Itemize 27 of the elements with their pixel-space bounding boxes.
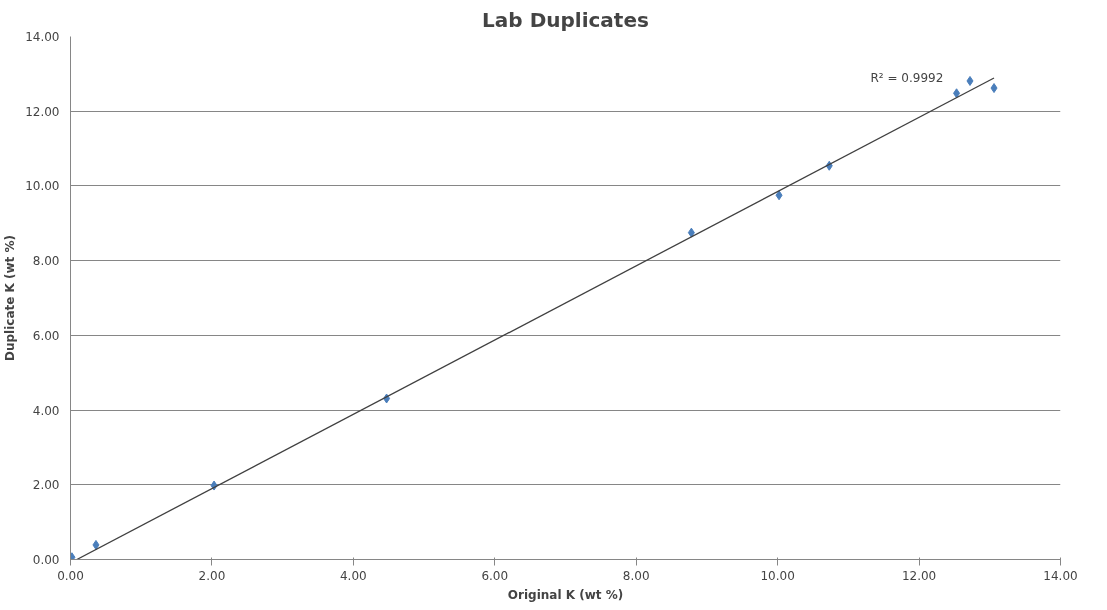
y-axis-title: Duplicate K (wt %) (3, 234, 18, 362)
x-tick-label: 6.00 (481, 568, 509, 583)
x-tick-label: 10.00 (760, 568, 795, 583)
y-tick-label: 12.00 (25, 104, 60, 119)
y-tick-label: 8.00 (32, 254, 60, 269)
chart-title: Lab Duplicates (482, 7, 649, 32)
x-tick-label: 14.00 (1043, 568, 1078, 583)
point (92, 539, 100, 550)
y-tick-label: 2.00 (32, 478, 60, 493)
y-tick-label: 4.00 (32, 403, 60, 418)
x-axis-title: Original K (wt %) (507, 587, 624, 602)
y-tick-label: 10.00 (25, 179, 60, 194)
x-tick-label: 12.00 (901, 568, 937, 583)
point (70, 552, 76, 560)
y-tick-label: 14.00 (25, 30, 60, 44)
x-tick-label: 2.00 (198, 568, 226, 583)
x-tick-label: 4.00 (340, 568, 367, 583)
point (990, 83, 998, 94)
x-tick-label: 0.00 (57, 568, 84, 583)
point (966, 75, 974, 86)
y-tick-label: 6.00 (32, 328, 60, 343)
x-tick-label: 8.00 (622, 568, 650, 583)
annotation: R² = 0.9992 (870, 70, 944, 85)
y-tick-label: 0.00 (32, 553, 60, 567)
point (953, 88, 961, 99)
point (775, 190, 783, 201)
point (687, 227, 695, 238)
